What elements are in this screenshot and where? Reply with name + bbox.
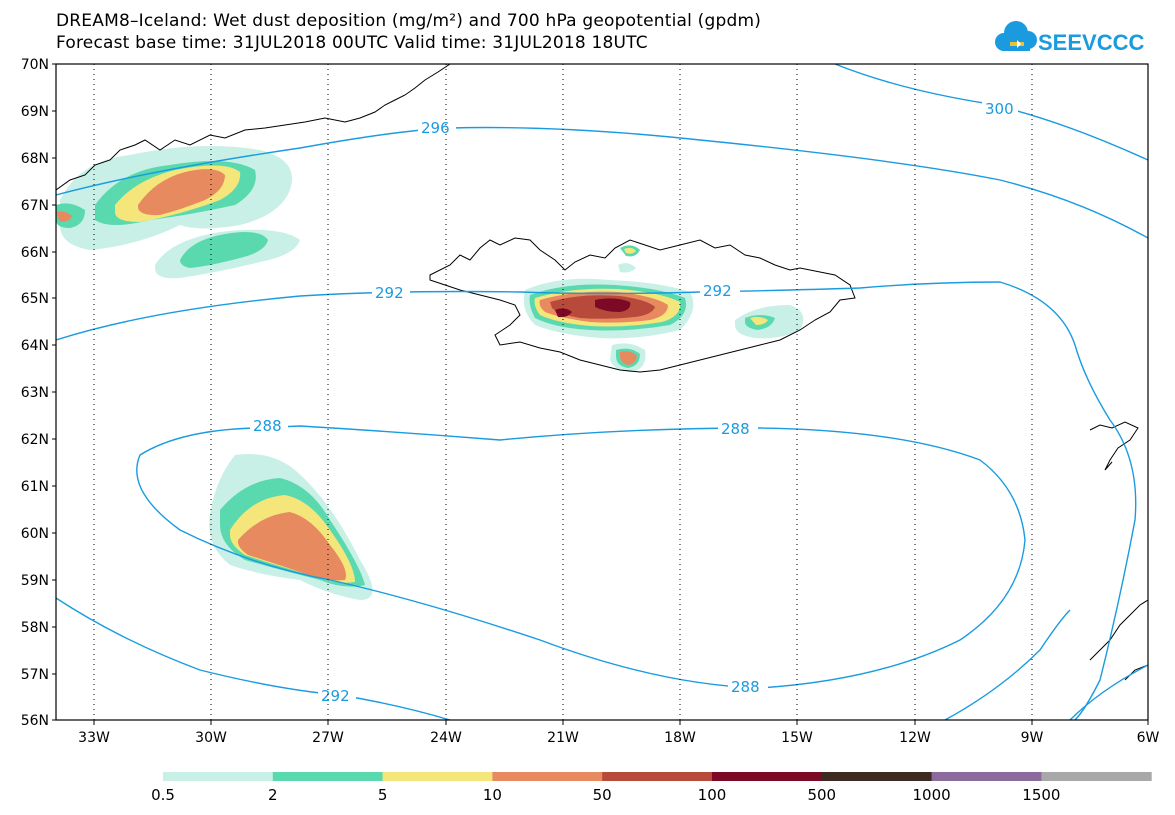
dust-deposition-field: [56, 146, 804, 600]
seevccc-logo: SEEVCCC: [995, 21, 1144, 55]
cloud-icon: [995, 21, 1037, 51]
faroe-coast: [1089, 421, 1139, 471]
legend-swatch: [382, 772, 493, 781]
legend-label: 10: [483, 786, 502, 804]
legend-swatch: [931, 772, 1042, 781]
map-title: DREAM8–Iceland: Wet dust deposition (mg/…: [56, 11, 762, 31]
legend-swatch: [602, 772, 713, 781]
lat-label: 63N: [21, 385, 49, 401]
lon-label: 33W: [78, 730, 110, 746]
latitude-labels: 70N 69N 68N 67N 66N 65N 64N 63N 62N 61N …: [21, 57, 49, 729]
legend-label: 2: [268, 786, 278, 804]
lat-label: 60N: [21, 526, 49, 542]
iceland-coast: [429, 237, 856, 373]
map-subtitle: Forecast base time: 31JUL2018 00UTC Vali…: [56, 33, 648, 53]
legend-swatch: [272, 772, 384, 781]
longitude-labels: 33W 30W 27W 24W 21W 18W 15W 12W 9W 6W: [78, 730, 1159, 746]
legend-label: 5: [378, 786, 388, 804]
dust-blob-greenland-10: [138, 169, 225, 216]
dust-blob-iceland-100: [595, 298, 631, 312]
lat-label: 57N: [21, 667, 49, 683]
lat-label: 61N: [21, 479, 49, 495]
dust-blob-sw-10: [238, 512, 346, 581]
contour-label-300: 300: [985, 100, 1014, 118]
lat-label: 66N: [21, 245, 49, 261]
contour-label-288-b: 288: [721, 420, 750, 438]
contour-label-288-a: 288: [253, 417, 282, 435]
logo-text: SEEVCCC: [1038, 30, 1144, 55]
contour-label-292-b: 292: [703, 282, 732, 300]
contour-label-292-c: 292: [321, 687, 350, 705]
legend-swatch: [821, 772, 933, 781]
contour-292-south: [56, 597, 451, 720]
legend-swatch: [712, 772, 823, 781]
contour-label-296: 296: [421, 119, 450, 137]
lon-label: 30W: [195, 730, 227, 746]
legend-swatch: [492, 772, 603, 781]
lat-label: 69N: [21, 104, 49, 120]
contour-292-se: [944, 609, 1071, 720]
contour-labels: 300 296 292 292 288 288 288 292: [250, 99, 1018, 705]
lat-label: 65N: [21, 291, 49, 307]
dust-blob-greenland-lower-2: [180, 232, 268, 268]
lon-label: 6W: [1137, 730, 1160, 746]
coastlines: [56, 64, 1148, 681]
lon-label: 24W: [430, 730, 462, 746]
contour-292-north: [56, 281, 1137, 720]
lat-label: 70N: [21, 57, 49, 73]
lon-label: 18W: [664, 730, 696, 746]
contour-label-292-a: 292: [375, 284, 404, 302]
lat-label: 59N: [21, 573, 49, 589]
legend-label: 100: [698, 786, 727, 804]
greenland-coast: [56, 64, 451, 191]
contour-label-288-c: 288: [731, 678, 760, 696]
legend-label: 500: [807, 786, 836, 804]
scotland-coast: [1089, 599, 1148, 661]
lon-label: 15W: [781, 730, 813, 746]
lat-label: 68N: [21, 151, 49, 167]
legend-swatch: [163, 772, 274, 781]
lon-label: 21W: [547, 730, 579, 746]
color-legend: 0.5 2 5 10 50 100 500 1000 1500: [151, 772, 1152, 804]
lat-label: 62N: [21, 432, 49, 448]
lat-label: 56N: [21, 713, 49, 729]
contour-296: [56, 126, 1148, 239]
axis-ticks: [52, 63, 1149, 725]
lon-label: 12W: [899, 730, 931, 746]
lon-label: 9W: [1021, 730, 1044, 746]
legend-swatch: [1041, 772, 1152, 781]
lat-label: 58N: [21, 620, 49, 636]
contour-288: [136, 425, 1026, 689]
legend-label: 1500: [1022, 786, 1060, 804]
legend-label: 0.5: [151, 786, 175, 804]
lat-label: 64N: [21, 338, 49, 354]
legend-label: 1000: [913, 786, 951, 804]
lon-label: 27W: [312, 730, 344, 746]
lat-label: 67N: [21, 198, 49, 214]
legend-label: 50: [593, 786, 612, 804]
